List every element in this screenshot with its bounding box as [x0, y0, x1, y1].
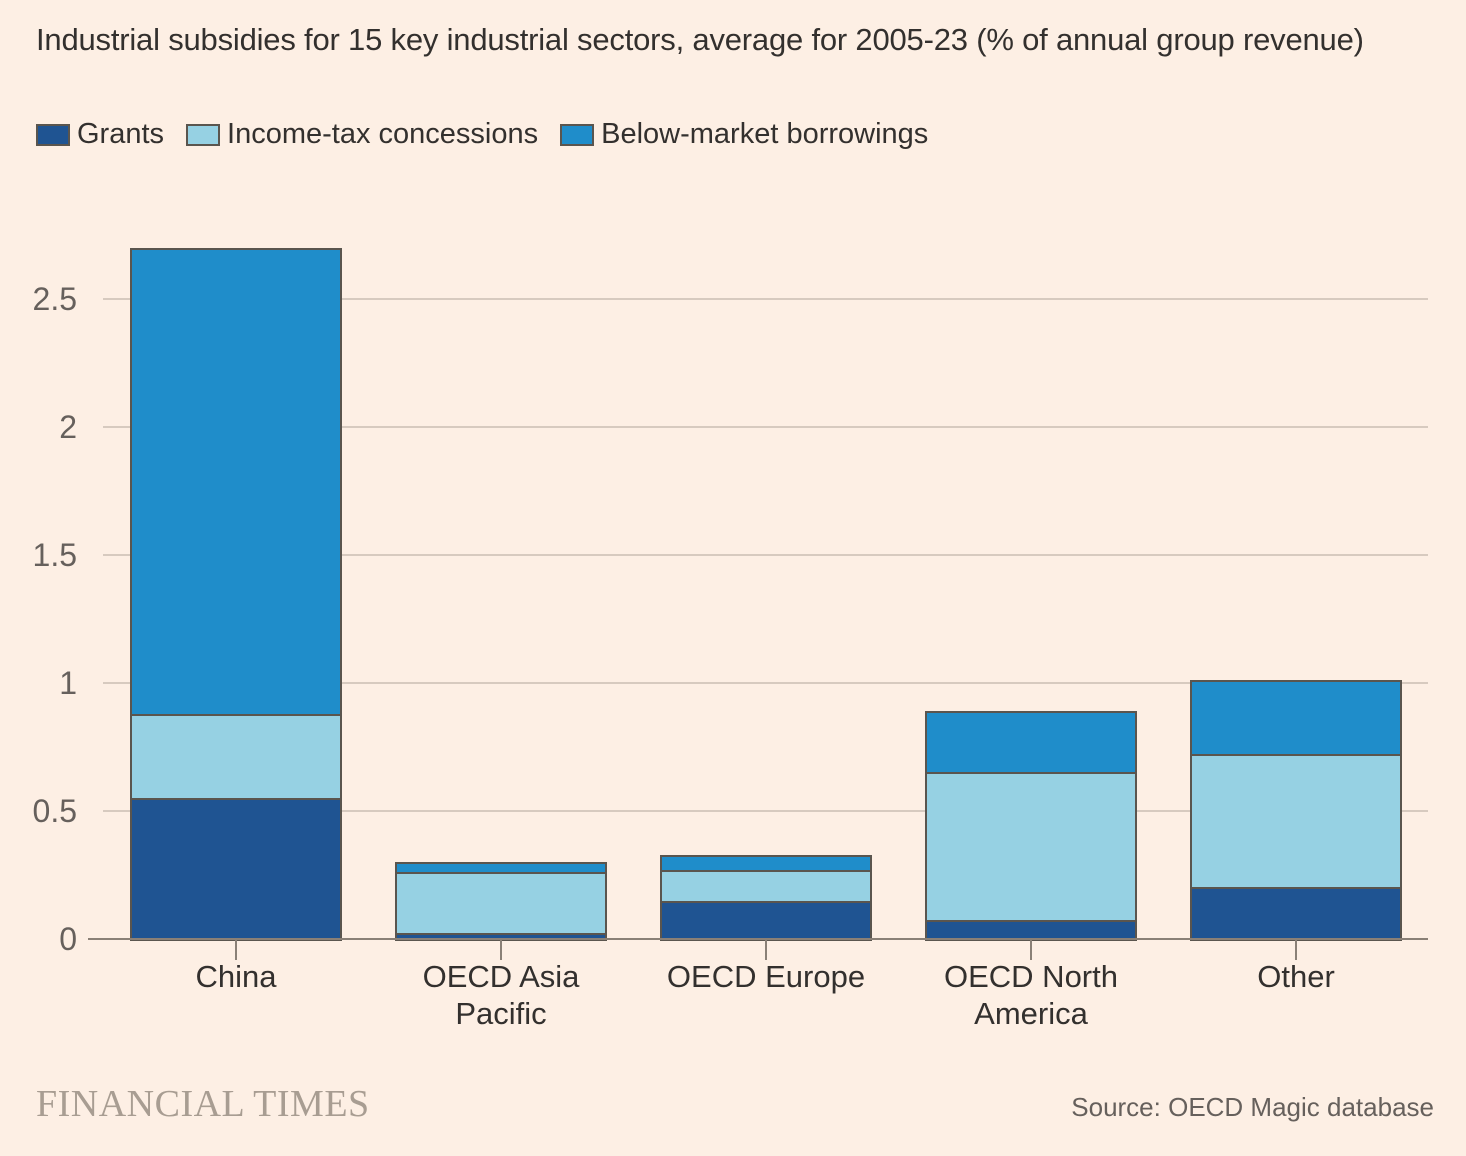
- x-axis-tick: [1030, 940, 1032, 960]
- bar-oecd-north-america: [925, 711, 1137, 941]
- x-axis-category-label: OECD North America: [944, 959, 1118, 1031]
- bar-segment-income-tax-concessions: [132, 716, 340, 800]
- x-axis-category-label: China: [195, 959, 277, 994]
- legend-item-grants: Grants: [36, 118, 164, 151]
- x-axis-baseline: [88, 938, 1428, 940]
- y-axis-tick-label: 1: [59, 665, 77, 701]
- legend-label: Below-market borrowings: [601, 118, 929, 150]
- legend-label: Grants: [77, 118, 165, 150]
- y-axis-tick-label: 0.5: [32, 793, 77, 829]
- bar-segment-income-tax-concessions: [927, 774, 1135, 922]
- legend-item-below-market-borrowings: Below-market borrowings: [560, 118, 928, 151]
- x-axis-category-label: Other: [1257, 959, 1335, 994]
- gridline-1: [103, 682, 1428, 684]
- bar-segment-below-market-borrowings: [132, 250, 340, 716]
- gridline-1.5: [103, 554, 1428, 556]
- legend-swatch-icon: [36, 123, 70, 146]
- bar-segment-income-tax-concessions: [397, 874, 605, 935]
- x-axis-tick: [235, 940, 237, 960]
- gridline-2.5: [103, 298, 1428, 300]
- bar-segment-grants: [927, 922, 1135, 939]
- bar-segment-grants: [397, 935, 605, 939]
- chart-legend: Grants Income-tax concessions Below-market…: [36, 118, 928, 151]
- bar-oecd-asia-pacific: [395, 862, 607, 941]
- legend-item-income-tax-concessions: Income-tax concessions: [186, 118, 538, 151]
- y-axis-tick-label: 2.5: [32, 281, 77, 317]
- bar-segment-income-tax-concessions: [1192, 756, 1400, 889]
- bar-oecd-europe: [660, 855, 872, 941]
- legend-label: Income-tax concessions: [227, 118, 539, 150]
- y-axis-tick-label: 1.5: [32, 537, 77, 573]
- financial-times-wordmark: FINANCIAL TIMES: [36, 1083, 370, 1125]
- bar-segment-grants: [1192, 889, 1400, 939]
- bar-segment-below-market-borrowings: [1192, 682, 1400, 756]
- y-axis-tick-label: 2: [59, 409, 77, 445]
- source-note: Source: OECD Magic database: [1071, 1092, 1434, 1122]
- bar-segment-grants: [662, 903, 870, 939]
- bar-other: [1190, 680, 1402, 941]
- gridline-0.5: [103, 810, 1428, 812]
- x-axis-tick: [1295, 940, 1297, 960]
- bar-segment-income-tax-concessions: [662, 872, 870, 903]
- bar-segment-below-market-borrowings: [927, 713, 1135, 774]
- gridline-2: [103, 426, 1428, 428]
- bar-china: [130, 248, 342, 941]
- bar-segment-below-market-borrowings: [662, 857, 870, 872]
- legend-swatch-icon: [186, 123, 221, 146]
- x-axis-category-label: OECD Asia Pacific: [422, 959, 580, 1031]
- x-axis-tick: [765, 940, 767, 960]
- x-axis-tick: [500, 940, 502, 960]
- bar-segment-below-market-borrowings: [397, 864, 605, 874]
- y-axis-tick-label: 0: [59, 921, 77, 957]
- legend-swatch-icon: [560, 123, 595, 146]
- bar-segment-grants: [132, 800, 340, 939]
- x-axis-category-label: OECD Europe: [666, 959, 866, 994]
- chart-title: Industrial subsidies for 15 key industri…: [36, 22, 1364, 57]
